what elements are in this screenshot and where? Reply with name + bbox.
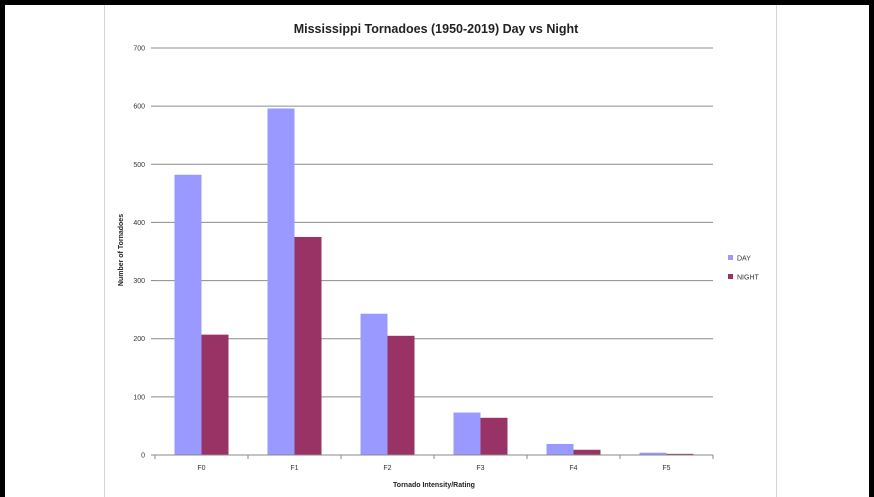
x-tick-label: F4 xyxy=(569,465,577,472)
chart-title: Mississippi Tornadoes (1950-2019) Day vs… xyxy=(294,22,579,36)
bar-night-f5 xyxy=(666,453,694,455)
x-axis-ticks: F0 F1 F2 F3 F4 F5 xyxy=(154,455,714,472)
y-tick-label: 400 xyxy=(133,220,145,227)
bar-night-f1 xyxy=(294,236,322,455)
bar-night-f0 xyxy=(201,334,229,455)
bar-day-f2 xyxy=(360,313,388,455)
y-tick-label: 200 xyxy=(133,336,145,343)
x-axis-label: Tornado Intensity/Rating xyxy=(393,482,475,489)
y-tick-label: 500 xyxy=(133,162,145,169)
x-tick-label: F5 xyxy=(662,465,670,472)
bar-day-f4 xyxy=(546,443,574,455)
legend: DAY NIGHT xyxy=(728,255,760,282)
y-axis-ticks: 0 100 200 300 400 500 600 700 xyxy=(133,46,155,460)
legend-label-night: NIGHT xyxy=(737,275,760,282)
y-tick-label: 100 xyxy=(133,394,145,401)
y-tick-label: 0 xyxy=(141,453,145,460)
legend-swatch-night xyxy=(728,274,733,279)
x-tick-label: F1 xyxy=(290,465,298,472)
legend-label-day: DAY xyxy=(737,256,751,263)
x-tick-label: F0 xyxy=(197,465,205,472)
bar-night-f2 xyxy=(387,335,415,455)
bar-day-f1 xyxy=(267,108,295,456)
page-margin-line-right xyxy=(776,5,777,497)
x-tick-label: F2 xyxy=(383,465,391,472)
bar-day-f3 xyxy=(453,412,481,455)
y-tick-label: 300 xyxy=(133,278,145,285)
y-tick-label: 600 xyxy=(133,104,145,111)
bar-night-f3 xyxy=(480,417,508,455)
page-margin-line-left xyxy=(104,5,105,497)
bar-day-f5 xyxy=(639,452,667,455)
bar-day-f0 xyxy=(174,174,202,455)
x-tick-label: F3 xyxy=(476,465,484,472)
bars xyxy=(174,108,694,456)
y-axis-label: Number of Tornadoes xyxy=(118,214,125,286)
legend-swatch-day xyxy=(728,255,733,260)
bar-night-f4 xyxy=(573,449,601,455)
y-tick-label: 700 xyxy=(133,46,145,53)
gridlines xyxy=(155,47,713,398)
